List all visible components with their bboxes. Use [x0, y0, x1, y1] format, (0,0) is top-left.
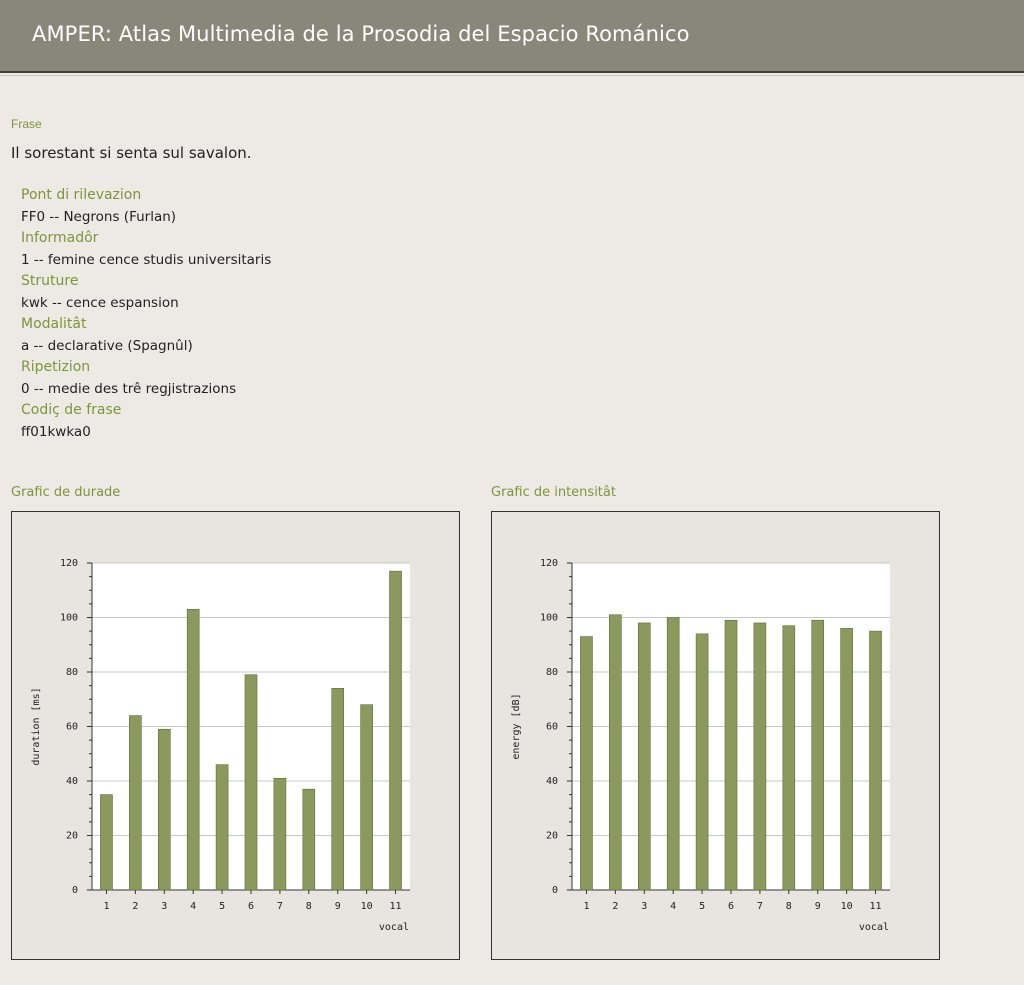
x-tick-label: 11 [870, 901, 882, 912]
bar-4 [186, 609, 200, 891]
y-tick-label: 40 [66, 776, 78, 787]
bar-4 [666, 617, 680, 891]
meta-value-structure: kwk -- cence espansion [21, 294, 179, 311]
y-tick-label: 60 [66, 722, 78, 733]
x-tick-label: 5 [219, 901, 225, 912]
x-tick-label: 4 [190, 901, 196, 912]
page-title: AMPER: Atlas Multimedia de la Prosodia d… [32, 22, 690, 46]
x-tick-label: 9 [335, 901, 341, 912]
bar-6 [244, 674, 258, 891]
meta-label-structure: Struture [21, 273, 79, 289]
x-tick-label: 9 [815, 901, 821, 912]
bar-1 [580, 636, 593, 891]
meta-label-point: Pont di rilevazion [21, 187, 142, 203]
x-tick-label: 3 [161, 901, 167, 912]
bar-10 [360, 704, 373, 891]
y-tick-label: 120 [60, 558, 78, 569]
x-tick-label: 10 [361, 901, 373, 912]
bar-9 [811, 619, 825, 891]
y-tick-label: 100 [540, 613, 558, 624]
x-tick-label: 6 [248, 901, 254, 912]
frase-label: Frase [11, 117, 42, 131]
duration-chart: 0 20 40 60 80 100 120 1 2 3 4 5 6 7 8 9 10 11 vocal duratio… [11, 511, 460, 960]
duration-chart-svg: 0 20 40 60 80 100 120 1 2 3 4 5 6 7 8 9 10 11 vocal duratio… [31, 558, 410, 933]
y-tick-label: 0 [552, 885, 558, 896]
x-tick-label: 1 [583, 901, 589, 912]
x-tick-label: 10 [841, 901, 853, 912]
meta-label-repetition: Ripetizion [21, 359, 91, 375]
meta-label-informant: Informadôr [21, 230, 99, 246]
x-tick-label: 11 [390, 901, 402, 912]
y-tick-label: 80 [66, 667, 78, 678]
meta-value-repetition: 0 -- medie des trê regjistrazions [21, 380, 237, 397]
x-tick-label: 4 [670, 901, 676, 912]
meta-value-modality: a -- declarative (Spagnûl) [21, 337, 193, 354]
bar-3 [157, 728, 171, 891]
x-tick-label: 7 [757, 901, 763, 912]
bar-11 [869, 630, 882, 891]
y-tick-label: 80 [546, 667, 558, 678]
bar-2 [609, 614, 622, 891]
x-tick-label: 8 [786, 901, 792, 912]
bar-5 [695, 633, 709, 891]
intensity-chart-svg: 0 20 40 60 80 100 120 1 2 3 4 5 6 7 8 9 10 11 vocal energy … [511, 558, 890, 933]
bar-6 [724, 619, 738, 891]
intensity-chart: 0 20 40 60 80 100 120 1 2 3 4 5 6 7 8 9 10 11 vocal energy … [491, 511, 940, 960]
header-divider [0, 75, 1024, 76]
bar-9 [331, 688, 345, 891]
meta-label-code: Codiç de frase [21, 402, 122, 418]
y-tick-label: 120 [540, 558, 558, 569]
bar-7 [753, 622, 767, 891]
bar-3 [637, 622, 651, 891]
bar-11 [389, 570, 402, 891]
y-tick-label: 60 [546, 722, 558, 733]
meta-label-modality: Modalitât [21, 316, 87, 332]
y-tick-label: 40 [546, 776, 558, 787]
x-tick-label: 1 [103, 901, 109, 912]
intensity-chart-title: Grafic de intensitât [491, 485, 616, 500]
bar-1 [100, 794, 113, 891]
x-axis-label: vocal [379, 922, 409, 933]
meta-value-code: ff01kwka0 [21, 423, 91, 440]
frase-text: Il sorestant si senta sul savalon. [11, 144, 252, 162]
bar-7 [273, 777, 287, 891]
x-tick-label: 2 [132, 901, 138, 912]
page-header: AMPER: Atlas Multimedia de la Prosodia d… [0, 0, 1024, 73]
meta-value-informant: 1 -- femine cence studis universitaris [21, 251, 272, 268]
y-tick-label: 0 [72, 885, 78, 896]
x-tick-label: 7 [277, 901, 283, 912]
y-tick-label: 20 [546, 831, 558, 842]
bar-2 [129, 715, 142, 891]
x-axis-label: vocal [859, 922, 889, 933]
bar-8 [302, 788, 316, 891]
x-tick-label: 5 [699, 901, 705, 912]
y-axis-label: duration [ms] [31, 687, 42, 765]
x-tick-label: 6 [728, 901, 734, 912]
x-tick-label: 2 [612, 901, 618, 912]
y-axis-label: energy [dB] [511, 693, 522, 759]
x-tick-label: 3 [641, 901, 647, 912]
bar-5 [215, 764, 229, 891]
duration-chart-title: Grafic de durade [11, 485, 121, 500]
meta-value-point: FF0 -- Negrons (Furlan) [21, 208, 177, 225]
y-tick-label: 20 [66, 831, 78, 842]
bar-10 [840, 628, 853, 891]
bar-8 [782, 625, 796, 891]
x-tick-label: 8 [306, 901, 312, 912]
y-tick-label: 100 [60, 613, 78, 624]
metadata-list: Pont di rilevazion FF0 -- Negrons (Furla… [21, 186, 271, 444]
